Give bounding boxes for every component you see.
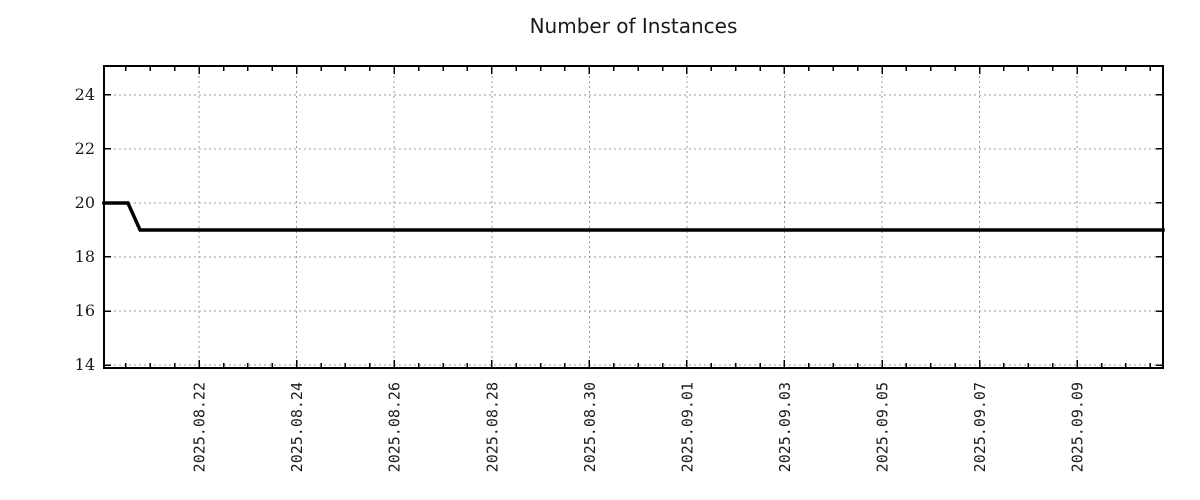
- x-tick-label: 2025.08.30: [581, 382, 599, 472]
- x-tick-label: 2025.09.09: [1069, 382, 1087, 472]
- y-tick-label: 16: [75, 301, 95, 320]
- plot-border: [103, 65, 1164, 369]
- data-line-instances: [102, 201, 1165, 232]
- y-tick-label: 22: [75, 139, 95, 158]
- x-tick-label: 2025.09.01: [678, 382, 696, 472]
- x-tick-label: 2025.08.26: [386, 382, 404, 472]
- y-tick-label: 24: [75, 85, 95, 104]
- x-tick-label: 2025.08.28: [483, 382, 501, 472]
- chart-title: Number of Instances: [529, 14, 738, 38]
- y-tick-label: 18: [75, 247, 95, 266]
- y-tick-label: 14: [75, 355, 95, 374]
- x-tick-label: 2025.08.24: [288, 382, 306, 472]
- x-tick-label: 2025.09.05: [874, 382, 892, 472]
- x-tick-label: 2025.08.22: [191, 382, 209, 472]
- y-tick-label: 20: [75, 193, 95, 212]
- x-tick-label: 2025.09.07: [971, 382, 989, 472]
- x-tick-label: 2025.09.03: [776, 382, 794, 472]
